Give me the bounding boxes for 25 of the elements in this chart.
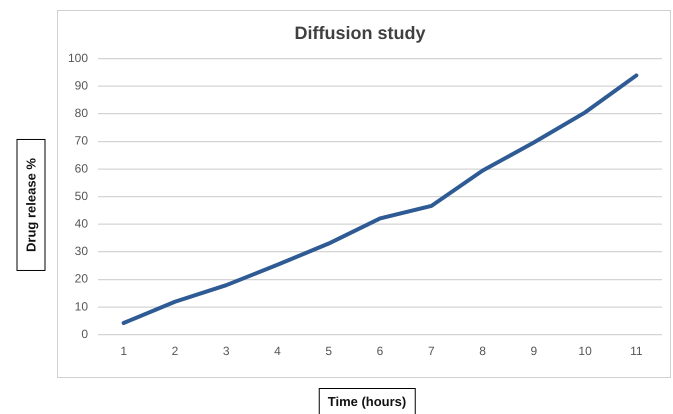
- x-axis-title: Time (hours): [318, 388, 416, 414]
- chart-title: Diffusion study: [294, 22, 426, 43]
- y-tick-label: 20: [74, 272, 88, 286]
- x-tick-label: 11: [630, 344, 643, 358]
- x-tick-label: 7: [428, 344, 435, 358]
- x-tick-label: 5: [325, 344, 332, 358]
- y-tick-label: 0: [81, 326, 88, 341]
- x-tick-label: 6: [376, 344, 384, 358]
- y-tick-label: 90: [74, 78, 88, 93]
- y-tick-label: 40: [74, 216, 88, 231]
- y-tick-label: 70: [74, 134, 88, 148]
- y-tick-label: 100: [68, 50, 88, 65]
- y-tick-label: 60: [74, 161, 88, 176]
- y-tick-label: 10: [74, 299, 88, 314]
- y-tick-label: 50: [74, 188, 88, 203]
- y-tick-label: 80: [74, 106, 88, 120]
- x-tick-label: 1: [120, 344, 128, 358]
- y-tick-label: 30: [74, 244, 88, 258]
- x-tick-label: 8: [479, 344, 486, 358]
- x-tick-label: 4: [274, 344, 282, 358]
- x-tick-label: 10: [578, 344, 592, 358]
- x-tick-label: 3: [222, 344, 230, 358]
- y-axis-title: Drug release %: [16, 139, 46, 271]
- x-tick-label: 9: [530, 344, 538, 358]
- x-tick-label: 2: [172, 344, 179, 358]
